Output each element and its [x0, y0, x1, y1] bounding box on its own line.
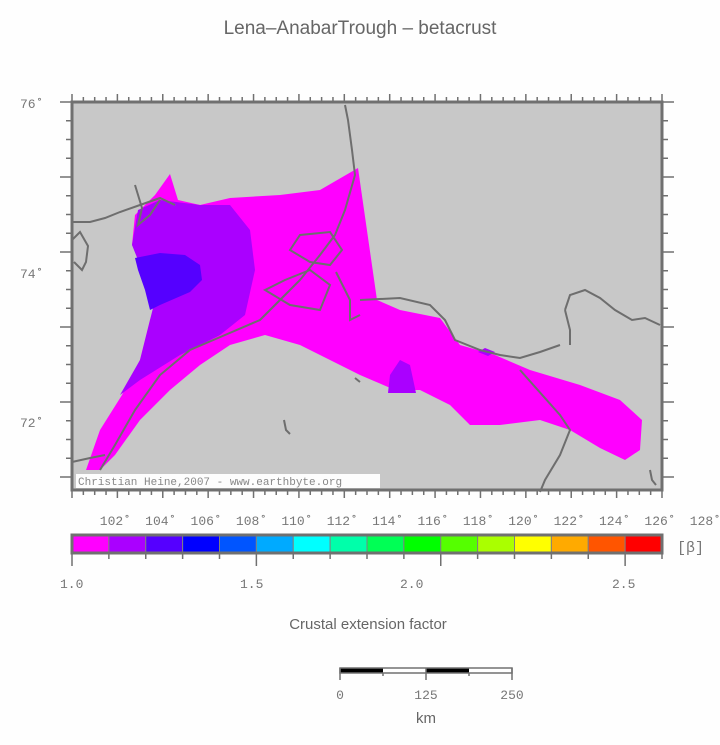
- colorbar-swatch: [514, 534, 552, 554]
- scale-label-0: 0: [336, 688, 344, 703]
- lon-label: 106˚: [191, 514, 222, 529]
- colorbar-tick-2.0: 2.0: [400, 577, 423, 592]
- colorbar-swatch: [477, 534, 515, 554]
- colorbar-unit: [β]: [677, 540, 704, 557]
- map-title: Lena–AnabarTrough – betacrust: [223, 18, 497, 39]
- colorbar-swatch: [587, 534, 626, 554]
- colorbar-swatch: [71, 534, 110, 554]
- colorbar: [71, 534, 663, 554]
- colorbar-tick-1.0: 1.0: [60, 577, 83, 592]
- lon-label: 118˚: [463, 514, 494, 529]
- lon-label: 114˚: [372, 514, 403, 529]
- colorbar-swatch: [403, 534, 442, 554]
- credit-text: Christian Heine,2007 - www.earthbyte.org: [78, 477, 342, 489]
- lat-label-74: 74˚: [20, 267, 43, 282]
- lon-label: 108˚: [236, 514, 267, 529]
- scale-label-125: 125: [414, 688, 437, 703]
- colorbar-swatch: [255, 534, 294, 554]
- lon-label: 126˚: [644, 514, 675, 529]
- scale-label-250: 250: [500, 688, 523, 703]
- colorbar-swatch: [292, 534, 331, 554]
- colorbar-swatch: [624, 534, 663, 554]
- colorbar-swatch: [108, 534, 147, 554]
- colorbar-swatch: [550, 534, 589, 554]
- lon-label: 128˚: [690, 514, 720, 529]
- lon-label: 124˚: [599, 514, 630, 529]
- lon-labels: 102˚ 104˚ 106˚ 108˚ 110˚ 112˚ 114˚ 116˚ 118˚ 120˚…: [100, 514, 720, 529]
- extension-region: [86, 168, 642, 470]
- lat-ticks: [60, 101, 674, 478]
- lon-label: 104˚: [145, 514, 176, 529]
- lon-label: 102˚: [100, 514, 131, 529]
- colorbar-swatch: [219, 534, 257, 554]
- credit-box: [76, 474, 380, 488]
- lon-label: 116˚: [417, 514, 448, 529]
- lon-label: 110˚: [281, 514, 312, 529]
- coastline: [71, 104, 661, 493]
- colorbar-tick-2.5: 2.5: [612, 577, 635, 592]
- scale-bar: [339, 667, 513, 680]
- lon-label: 112˚: [327, 514, 358, 529]
- colorbar-swatch: [182, 534, 220, 554]
- colorbar-swatch: [145, 534, 184, 554]
- lon-label: 120˚: [508, 514, 539, 529]
- colorbar-ticks: [71, 553, 663, 566]
- lon-label: 122˚: [554, 514, 585, 529]
- lat-label-76: 76˚: [20, 97, 43, 112]
- colorbar-swatch: [366, 534, 405, 554]
- scale-unit: km: [416, 710, 436, 727]
- lat-label-72: 72˚: [20, 416, 43, 431]
- lon-ticks: [71, 94, 663, 498]
- colorbar-swatch: [329, 534, 368, 554]
- colorbar-swatch: [440, 534, 479, 554]
- colorbar-tick-1.5: 1.5: [240, 577, 263, 592]
- colorbar-title: Crustal extension factor: [289, 616, 447, 633]
